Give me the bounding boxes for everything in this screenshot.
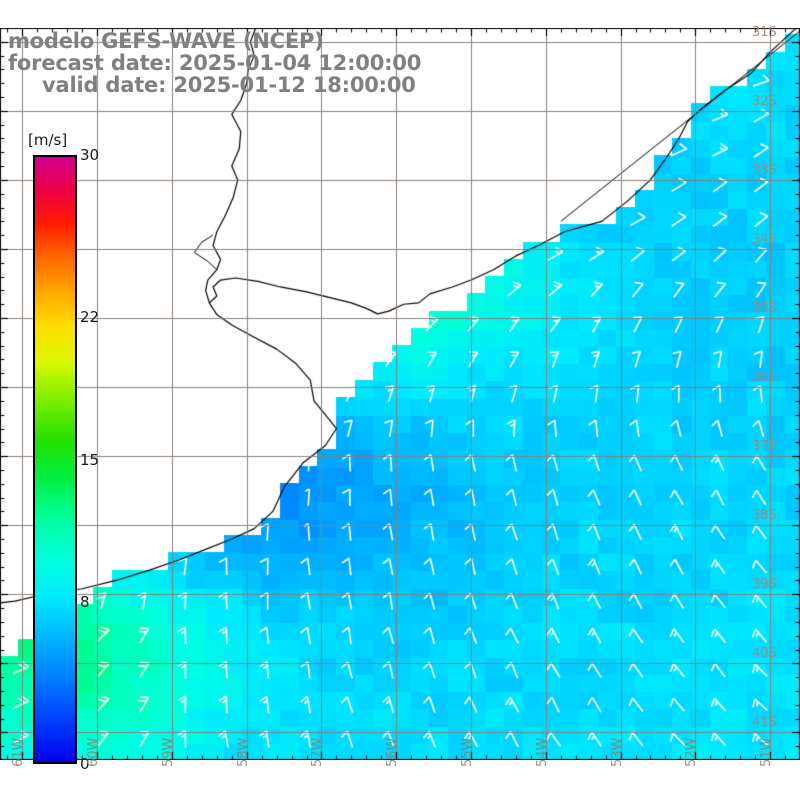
lon-label-58W: 58W	[235, 737, 251, 767]
lat-label-41S: 41S	[752, 715, 777, 731]
colorbar-units-label: [m/s]	[28, 131, 68, 149]
lat-label-37S: 37S	[752, 439, 777, 455]
colorbar-tick-0: 0	[80, 755, 90, 773]
lat-label-31S: 31S	[752, 24, 777, 40]
lat-label-36S: 36S	[752, 370, 777, 386]
colorbar-tick-30: 30	[80, 146, 100, 164]
lon-label-61W: 61W	[11, 737, 27, 767]
lon-label-51W: 51W	[759, 737, 775, 767]
forecast-date-label: forecast date: 2025-01-04 12:00:00	[8, 51, 422, 75]
lat-label-32S: 32S	[752, 93, 777, 109]
colorbar-tick-22: 22	[80, 308, 100, 327]
colorbar-tick-15: 15	[80, 450, 100, 469]
map-plot-area[interactable]	[0, 28, 800, 760]
lat-label-38S: 38S	[752, 508, 777, 524]
lon-label-56W: 56W	[385, 737, 401, 767]
lat-label-33S: 33S	[752, 162, 777, 178]
lon-label-59W: 59W	[160, 737, 176, 767]
lon-label-55W: 55W	[460, 737, 476, 767]
lat-label-35S: 35S	[752, 301, 777, 317]
lon-label-53W: 53W	[609, 737, 625, 767]
colorbar	[33, 155, 77, 764]
lon-label-52W: 52W	[684, 737, 700, 767]
lat-label-40S: 40S	[752, 646, 777, 662]
lon-label-57W: 57W	[310, 737, 326, 767]
lat-label-34S: 34S	[752, 231, 777, 247]
lon-label-54W: 54W	[534, 737, 550, 767]
colorbar-gradient	[33, 155, 77, 764]
coastline-overlay	[0, 28, 800, 760]
lat-label-39S: 39S	[752, 577, 777, 593]
colorbar-tick-8: 8	[80, 592, 90, 611]
lon-label-60W: 60W	[86, 737, 102, 767]
valid-date-label: valid date: 2025-01-12 18:00:00	[42, 73, 416, 97]
page-title: modelo GEFS-WAVE (NCEP)	[8, 29, 324, 53]
